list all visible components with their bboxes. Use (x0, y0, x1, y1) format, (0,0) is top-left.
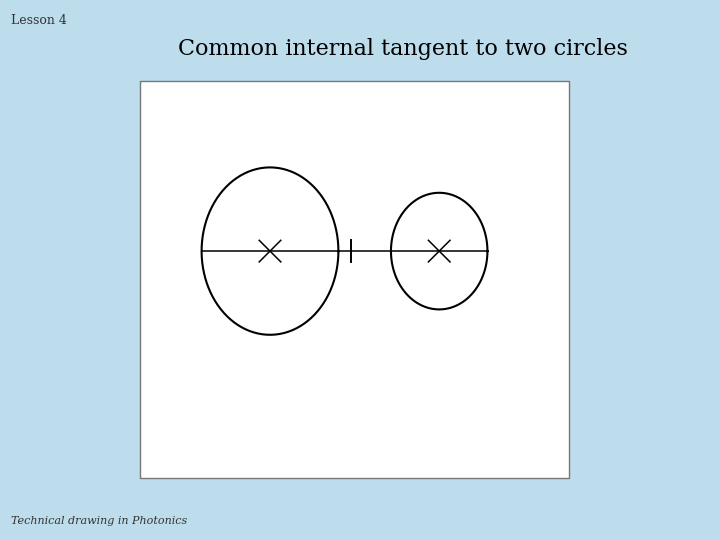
Text: Technical drawing in Photonics: Technical drawing in Photonics (11, 516, 187, 526)
Text: Lesson 4: Lesson 4 (11, 14, 67, 26)
Bar (140, 81, 569, 478)
Text: Common internal tangent to two circles: Common internal tangent to two circles (179, 38, 628, 60)
